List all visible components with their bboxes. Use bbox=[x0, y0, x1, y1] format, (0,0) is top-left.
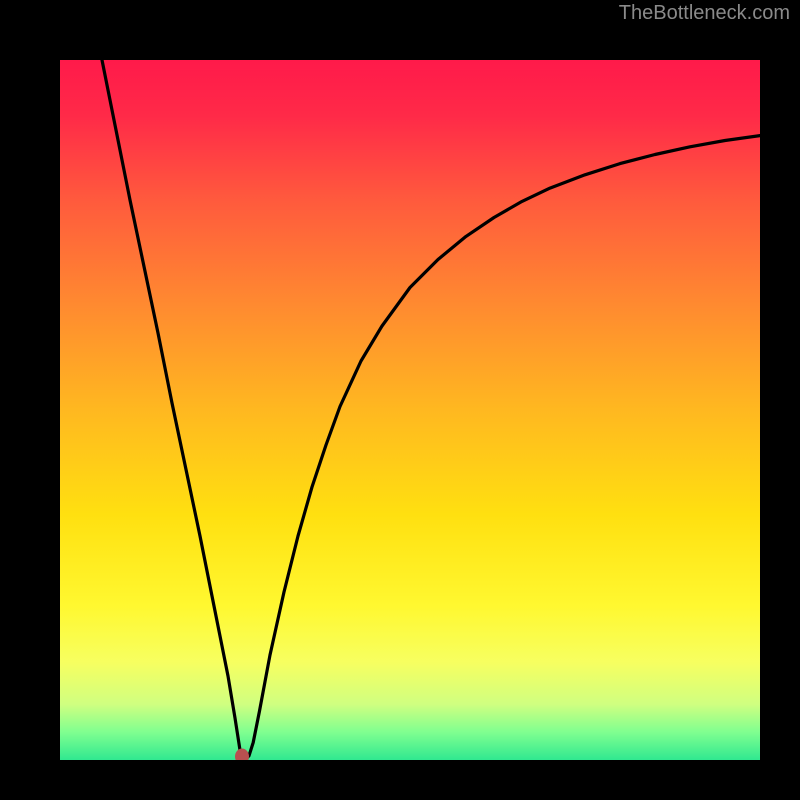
plot-background-gradient bbox=[60, 60, 760, 760]
bottleneck-chart bbox=[0, 0, 800, 800]
watermark-text: TheBottleneck.com bbox=[619, 2, 790, 25]
